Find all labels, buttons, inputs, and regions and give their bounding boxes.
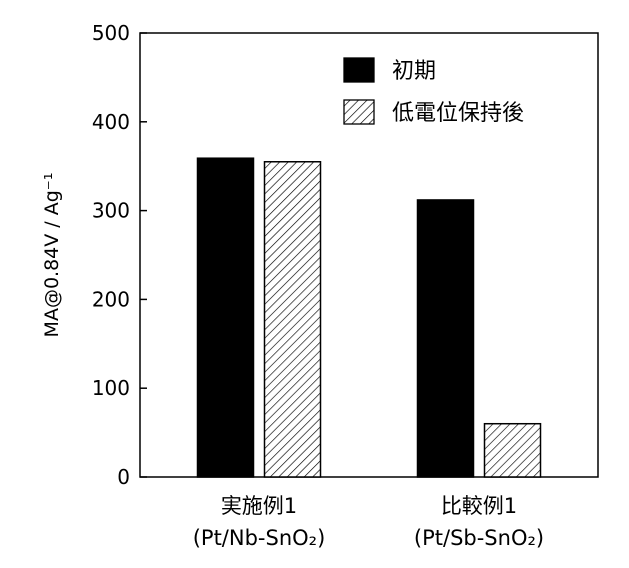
y-tick-label: 300 <box>92 199 130 223</box>
x-category-sublabel: (Pt/Nb-SnO₂) <box>193 526 326 550</box>
y-tick-label: 0 <box>117 465 130 489</box>
bar-after-hold-0 <box>263 161 322 478</box>
x-category-label: 比較例1 <box>441 494 517 518</box>
bar-after-hold-1 <box>483 422 542 478</box>
y-tick-label: 400 <box>92 110 130 134</box>
plot-frame <box>139 32 599 478</box>
legend-swatch-initial <box>343 57 375 83</box>
y-tick-label: 200 <box>92 287 130 311</box>
y-tick-label: 100 <box>92 376 130 400</box>
bar-initial-0 <box>196 157 255 478</box>
legend-label: 低電位保持後 <box>392 101 524 126</box>
legend-swatch-after-hold <box>343 99 375 125</box>
y-tick-label: 500 <box>92 21 130 45</box>
x-category-label: 実施例1 <box>221 494 297 518</box>
legend-label: 初期 <box>392 59 436 84</box>
x-category-sublabel: (Pt/Sb-SnO₂) <box>414 526 544 550</box>
y-axis-title: MA@0.84V / Ag⁻¹ <box>41 173 63 338</box>
bar-initial-1 <box>416 199 475 478</box>
